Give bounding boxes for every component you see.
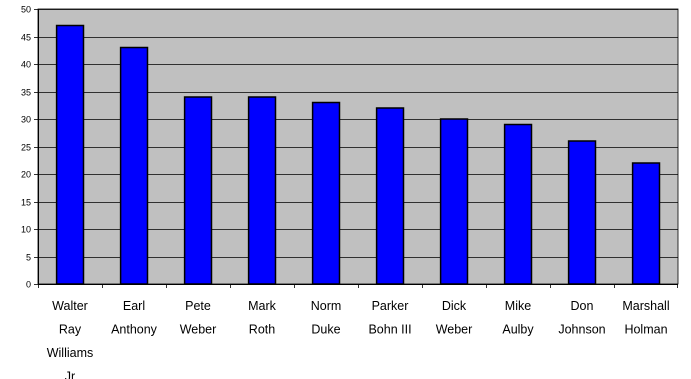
bar <box>375 107 405 285</box>
x-category-label: Norm <box>311 299 342 313</box>
x-category-label: Parker <box>372 299 409 313</box>
y-tick-label: 20 <box>21 170 31 180</box>
bar <box>311 101 341 285</box>
x-category-label: Aulby <box>502 323 534 337</box>
x-category-label: Earl <box>123 299 145 313</box>
x-category-label: Duke <box>311 323 340 337</box>
x-category-label: Anthony <box>111 323 158 337</box>
x-category-label: Marshall <box>622 299 669 313</box>
x-category-label: Williams <box>47 346 94 360</box>
y-tick-label: 35 <box>21 88 31 98</box>
y-tick-label: 5 <box>26 253 31 263</box>
plot-area <box>37 8 679 285</box>
y-tick-label: 10 <box>21 225 31 235</box>
x-category-label: Roth <box>249 323 275 337</box>
x-category-label: Pete <box>185 299 211 313</box>
bar <box>567 140 597 285</box>
bar <box>119 46 149 285</box>
bar <box>183 96 213 285</box>
bar <box>503 123 533 285</box>
y-tick-label: 0 <box>26 280 31 290</box>
y-tick-label: 15 <box>21 198 31 208</box>
y-tick-label: 25 <box>21 143 31 153</box>
x-axis-labels: Walter Ray Williams Jr Earl Anthony Pete Weber M… <box>38 284 678 379</box>
x-category-label: Walter <box>52 299 88 313</box>
x-category-label: Mike <box>505 299 531 313</box>
bar <box>439 118 469 285</box>
x-category-label: Mark <box>248 299 277 313</box>
x-category-label: Weber <box>180 323 217 337</box>
bar <box>55 24 85 285</box>
y-tick-label: 40 <box>21 60 31 70</box>
x-category-label: Jr <box>65 370 75 379</box>
y-tick-label: 50 <box>21 5 31 15</box>
x-category-label: Bohn III <box>368 323 411 337</box>
y-tick-label: 45 <box>21 33 31 43</box>
x-category-label: Holman <box>624 323 667 337</box>
bar <box>247 96 277 285</box>
y-tick-label: 30 <box>21 115 31 125</box>
x-category-label: Don <box>571 299 594 313</box>
x-category-label: Johnson <box>558 323 605 337</box>
x-category-label: Weber <box>436 323 473 337</box>
x-category-label: Dick <box>442 299 467 313</box>
bar <box>631 162 661 285</box>
y-axis-ticks: 0 5 10 15 20 25 30 35 40 45 50 <box>21 5 38 290</box>
x-category-label: Ray <box>59 323 82 337</box>
